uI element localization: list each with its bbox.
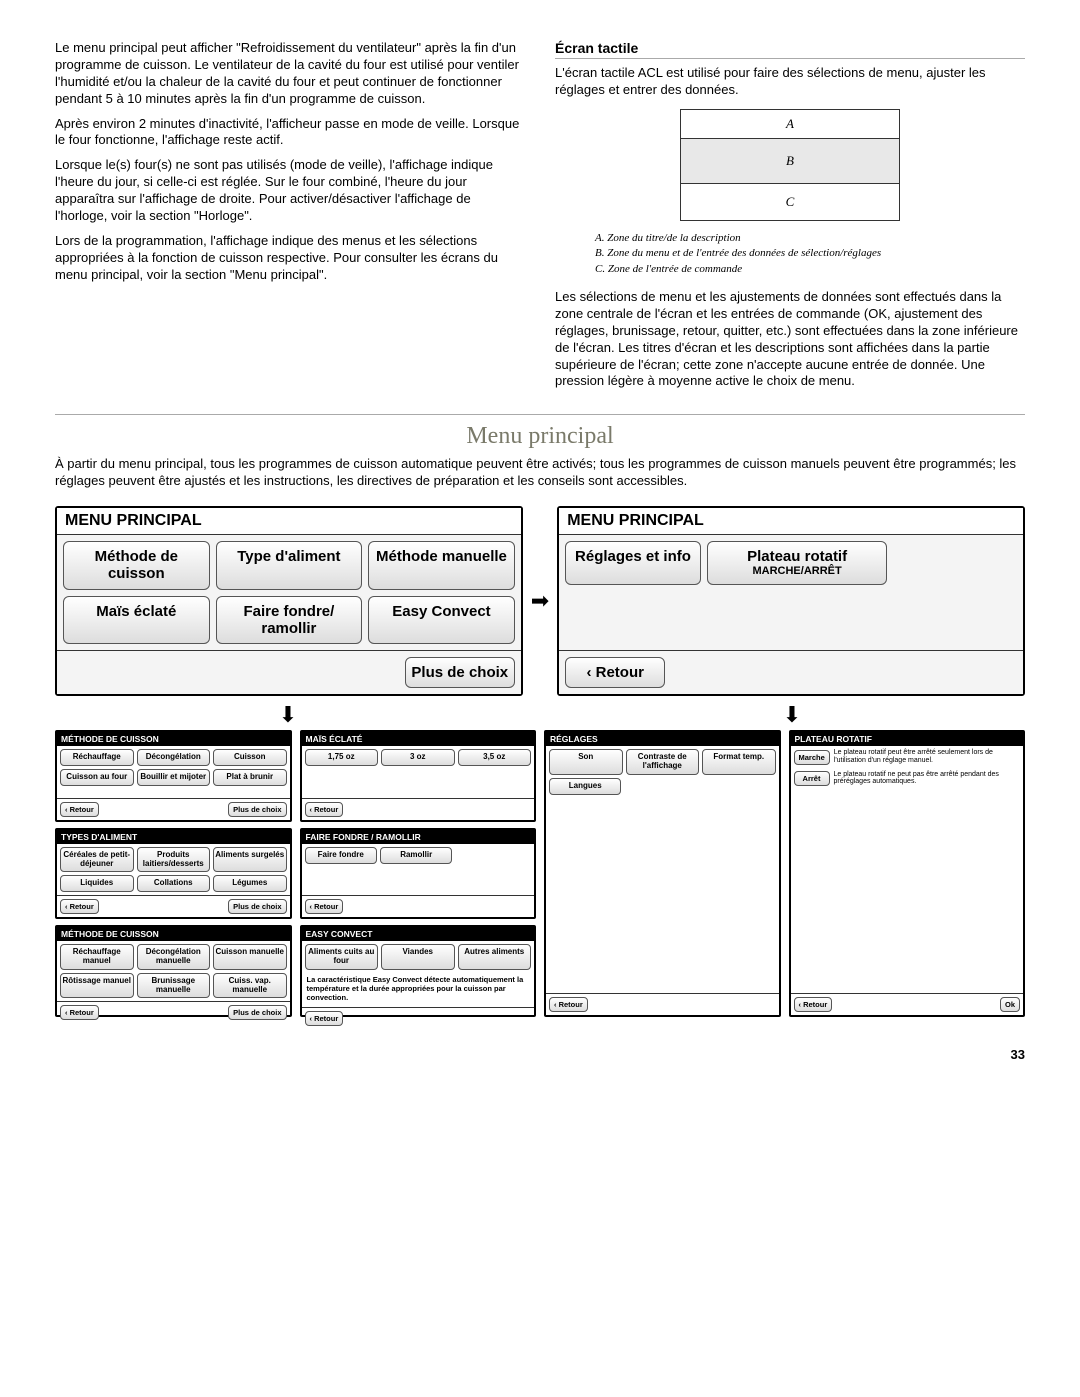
btn-contraste[interactable]: Contraste de l'affichage (626, 749, 700, 775)
btn-plateau-rotatif[interactable]: Plateau rotatif MARCHE/ARRÊT (707, 541, 888, 585)
btn-decongelation[interactable]: Décongélation (137, 749, 211, 766)
btn-cuisson[interactable]: Cuisson (213, 749, 287, 766)
btn-plus[interactable]: Plus de choix (228, 1005, 286, 1020)
right-column: Écran tactile L'écran tactile ACL est ut… (555, 40, 1025, 398)
panel1-title: MENU PRINCIPAL (57, 508, 521, 535)
sub-easy-convect: EASY CONVECT Aliments cuits au four Vian… (300, 925, 537, 1016)
zone-c: C (680, 184, 900, 221)
btn-retour[interactable]: Retour (60, 1005, 99, 1020)
btn-viandes[interactable]: Viandes (381, 944, 455, 970)
btn-surgeles[interactable]: Aliments surgelés (213, 847, 287, 873)
btn-reglages-info[interactable]: Réglages et info (565, 541, 701, 585)
panel2-title: MENU PRINCIPAL (559, 508, 1023, 535)
main-panel-2: MENU PRINCIPAL Réglages et info Plateau … (557, 506, 1025, 696)
main-panel-1: MENU PRINCIPAL Méthode de cuisson Type d… (55, 506, 523, 696)
btn-ok[interactable]: Ok (1000, 997, 1020, 1012)
sub-methode-cuisson: MÉTHODE DE CUISSON Réchauffage Décongéla… (55, 730, 292, 821)
intro-p3: Lorsque le(s) four(s) ne sont pas utilis… (55, 157, 525, 225)
btn-plus-de-choix[interactable]: Plus de choix (405, 657, 515, 688)
sub-faire-fondre: FAIRE FONDRE / RAMOLLIR Faire fondre Ram… (300, 828, 537, 919)
btn-autres-aliments[interactable]: Autres aliments (458, 944, 532, 970)
btn-easy-convect[interactable]: Easy Convect (368, 596, 515, 645)
btn-brunissage[interactable]: Brunissage manuelle (137, 973, 211, 999)
btn-175oz[interactable]: 1,75 oz (305, 749, 379, 766)
btn-type-aliment[interactable]: Type d'aliment (216, 541, 363, 590)
sub-reglages: RÉGLAGES Son Contraste de l'affichage Fo… (544, 730, 781, 1016)
btn-plus[interactable]: Plus de choix (228, 802, 286, 817)
easy-note: La caractéristique Easy Convect détecte … (305, 973, 532, 1004)
intro-p4: Lors de la programmation, l'affichage in… (55, 233, 525, 284)
sub-mais-eclate: MAÏS ÉCLATÉ 1,75 oz 3 oz 3,5 oz Retour (300, 730, 537, 821)
btn-aliments-cuits[interactable]: Aliments cuits au four (305, 944, 379, 970)
btn-cereales[interactable]: Céréales de petit-déjeuner (60, 847, 134, 873)
btn-rechauffage[interactable]: Réchauffage (60, 749, 134, 766)
btn-methode-cuisson[interactable]: Méthode de cuisson (63, 541, 210, 590)
btn-decong-manuelle[interactable]: Décongélation manuelle (137, 944, 211, 970)
btn-ramollir[interactable]: Ramollir (380, 847, 452, 864)
left-column: Le menu principal peut afficher "Refroid… (55, 40, 525, 398)
btn-retour[interactable]: Retour (60, 899, 99, 914)
zone-a: A (680, 109, 900, 138)
btn-son[interactable]: Son (549, 749, 623, 775)
sub-plateau-rotatif: PLATEAU ROTATIF Marche Le plateau rotati… (789, 730, 1026, 1016)
btn-cuiss-vap[interactable]: Cuiss. vap. manuelle (213, 973, 287, 999)
btn-liquides[interactable]: Liquides (60, 875, 134, 892)
arrow-right-icon: ➡ (531, 588, 549, 614)
screen-diagram: A B C (680, 109, 900, 221)
btn-faire-fondre[interactable]: Faire fondre/ ramollir (216, 596, 363, 645)
btn-collations[interactable]: Collations (137, 875, 211, 892)
btn-mais-eclate[interactable]: Maïs éclaté (63, 596, 210, 645)
btn-retour[interactable]: Retour (549, 997, 588, 1012)
btn-bouillir[interactable]: Bouillir et mijoter (137, 769, 211, 786)
sub-types-aliment: TYPES D'ALIMENT Céréales de petit-déjeun… (55, 828, 292, 919)
btn-retour[interactable]: Retour (60, 802, 99, 817)
menu-heading: Menu principal (55, 423, 1025, 450)
btn-3oz[interactable]: 3 oz (381, 749, 455, 766)
btn-cuisson-manuelle[interactable]: Cuisson manuelle (213, 944, 287, 970)
btn-faire-fondre[interactable]: Faire fondre (305, 847, 377, 864)
btn-format-temp[interactable]: Format temp. (702, 749, 776, 775)
btn-plus[interactable]: Plus de choix (228, 899, 286, 914)
divider (55, 414, 1025, 415)
btn-retour[interactable]: Retour (565, 657, 665, 688)
btn-cuisson-four[interactable]: Cuisson au four (60, 769, 134, 786)
btn-plat-brunir[interactable]: Plat à brunir (213, 769, 287, 786)
btn-marche[interactable]: Marche (794, 750, 830, 765)
sub-methode-cuisson-2: MÉTHODE DE CUISSON Réchauffage manuel Dé… (55, 925, 292, 1016)
arrow-down-icon: ⬇ (55, 702, 521, 728)
arrow-down-icon: ⬇ (559, 702, 1025, 728)
btn-rechauff-manuel[interactable]: Réchauffage manuel (60, 944, 134, 970)
ecran-body: Les sélections de menu et les ajustement… (555, 289, 1025, 390)
ecran-intro: L'écran tactile ACL est utilisé pour fai… (555, 65, 1025, 99)
btn-35oz[interactable]: 3,5 oz (458, 749, 532, 766)
btn-langues[interactable]: Langues (549, 778, 621, 795)
btn-arret[interactable]: Arrêt (794, 771, 830, 786)
intro-p2: Après environ 2 minutes d'inactivité, l'… (55, 116, 525, 150)
menu-intro: À partir du menu principal, tous les pro… (55, 456, 1025, 490)
diagram-legend: A. Zone du titre/de la description B. Zo… (595, 231, 1025, 277)
ecran-title: Écran tactile (555, 40, 1025, 59)
btn-retour[interactable]: Retour (305, 1011, 344, 1026)
page-number: 33 (55, 1047, 1025, 1062)
btn-legumes[interactable]: Légumes (213, 875, 287, 892)
btn-retour[interactable]: Retour (305, 899, 344, 914)
btn-retour[interactable]: Retour (794, 997, 833, 1012)
btn-methode-manuelle[interactable]: Méthode manuelle (368, 541, 515, 590)
zone-b: B (680, 138, 900, 184)
btn-retour[interactable]: Retour (305, 802, 344, 817)
intro-p1: Le menu principal peut afficher "Refroid… (55, 40, 525, 108)
btn-rotissage[interactable]: Rôtissage manuel (60, 973, 134, 999)
btn-laitiers[interactable]: Produits laitiers/desserts (137, 847, 211, 873)
